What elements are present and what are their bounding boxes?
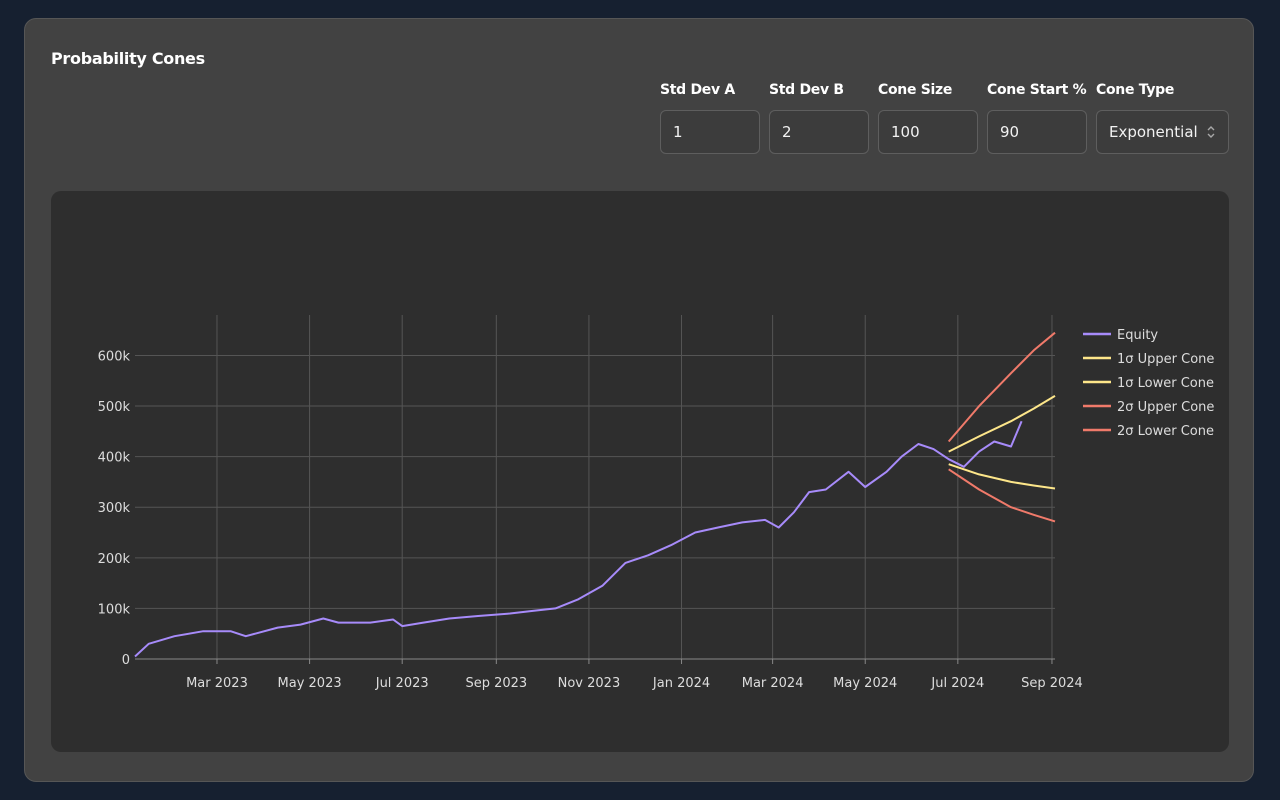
std-dev-b-input[interactable]: 2 xyxy=(769,110,869,154)
cone-type-value: Exponential xyxy=(1109,123,1198,141)
y-tick-label: 300k xyxy=(98,501,131,516)
x-tick-label: Sep 2023 xyxy=(465,676,527,691)
legend-item[interactable]: 1σ Lower Cone xyxy=(1083,376,1214,391)
series-line-4 xyxy=(948,468,1056,523)
y-tick-label: 0 xyxy=(122,653,130,668)
legend-label: 2σ Lower Cone xyxy=(1117,424,1214,439)
series-line-3 xyxy=(947,331,1056,443)
axis-layer: 0 100k 200k 300k 400k 500k 600k Mar 2023 May 202… xyxy=(98,349,1083,691)
cone-start-control: Cone Start % 90 xyxy=(987,82,1087,154)
x-tick-label: Sep 2024 xyxy=(1021,676,1083,691)
series-line-0 xyxy=(134,420,1023,658)
cone-start-label: Cone Start % xyxy=(987,82,1087,98)
y-tick-label: 400k xyxy=(98,451,131,466)
legend-item[interactable]: 2σ Lower Cone xyxy=(1083,424,1214,439)
std-dev-b-control: Std Dev B 2 xyxy=(769,82,869,154)
legend-label: Equity xyxy=(1117,328,1158,343)
cone-size-input[interactable]: 100 xyxy=(878,110,978,154)
x-tick-label: May 2024 xyxy=(833,676,897,691)
legend-item[interactable]: Equity xyxy=(1083,328,1158,343)
cone-size-value: 100 xyxy=(891,123,920,141)
x-tick-label: May 2023 xyxy=(278,676,342,691)
std-dev-a-label: Std Dev A xyxy=(660,82,735,98)
y-tick-label: 100k xyxy=(98,602,131,617)
card-title: Probability Cones xyxy=(51,49,205,68)
x-tick-label: Nov 2023 xyxy=(558,676,621,691)
series-layer xyxy=(134,331,1056,658)
cone-size-label: Cone Size xyxy=(878,82,953,98)
x-tick-label: Jul 2023 xyxy=(375,676,429,691)
cone-start-input[interactable]: 90 xyxy=(987,110,1087,154)
std-dev-a-value: 1 xyxy=(673,123,683,141)
cone-type-label: Cone Type xyxy=(1096,82,1175,98)
chevron-up-down-icon xyxy=(1206,125,1216,139)
probability-cones-card: Probability Cones Std Dev A 1 Std Dev B … xyxy=(24,18,1254,782)
cone-start-value: 90 xyxy=(1000,123,1020,141)
series-line-2 xyxy=(948,463,1056,490)
y-tick-label: 600k xyxy=(98,349,131,364)
std-dev-a-control: Std Dev A 1 xyxy=(660,82,760,154)
std-dev-b-value: 2 xyxy=(782,123,792,141)
legend-item[interactable]: 1σ Upper Cone xyxy=(1083,352,1214,367)
chart-panel: 0 100k 200k 300k 400k 500k 600k Mar 2023 May 202… xyxy=(51,191,1229,752)
equity-cone-chart: 0 100k 200k 300k 400k 500k 600k Mar 2023 May 202… xyxy=(98,315,1214,691)
y-tick-label: 200k xyxy=(98,552,131,567)
std-dev-b-label: Std Dev B xyxy=(769,82,844,98)
legend-label: 1σ Lower Cone xyxy=(1117,376,1214,391)
x-tick-label: Mar 2024 xyxy=(742,676,804,691)
legend-item[interactable]: 2σ Upper Cone xyxy=(1083,400,1214,415)
cone-type-select[interactable]: Exponential xyxy=(1096,110,1229,154)
legend-layer: Equity 1σ Upper Cone 1σ Lower Cone 2σ Upper… xyxy=(1083,328,1214,439)
std-dev-a-input[interactable]: 1 xyxy=(660,110,760,154)
grid-layer xyxy=(135,315,1055,660)
series-line-1 xyxy=(948,395,1056,453)
cone-type-control: Cone Type Exponential xyxy=(1096,82,1229,154)
x-tick-label: Mar 2023 xyxy=(186,676,248,691)
y-tick-label: 500k xyxy=(98,400,131,415)
cone-controls: Std Dev A 1 Std Dev B 2 Cone Size 100 Co… xyxy=(660,82,1229,154)
x-tick-label: Jul 2024 xyxy=(930,676,984,691)
x-tick-label: Jan 2024 xyxy=(652,676,710,691)
cone-size-control: Cone Size 100 xyxy=(878,82,978,154)
legend-label: 1σ Upper Cone xyxy=(1117,352,1214,367)
legend-label: 2σ Upper Cone xyxy=(1117,400,1214,415)
